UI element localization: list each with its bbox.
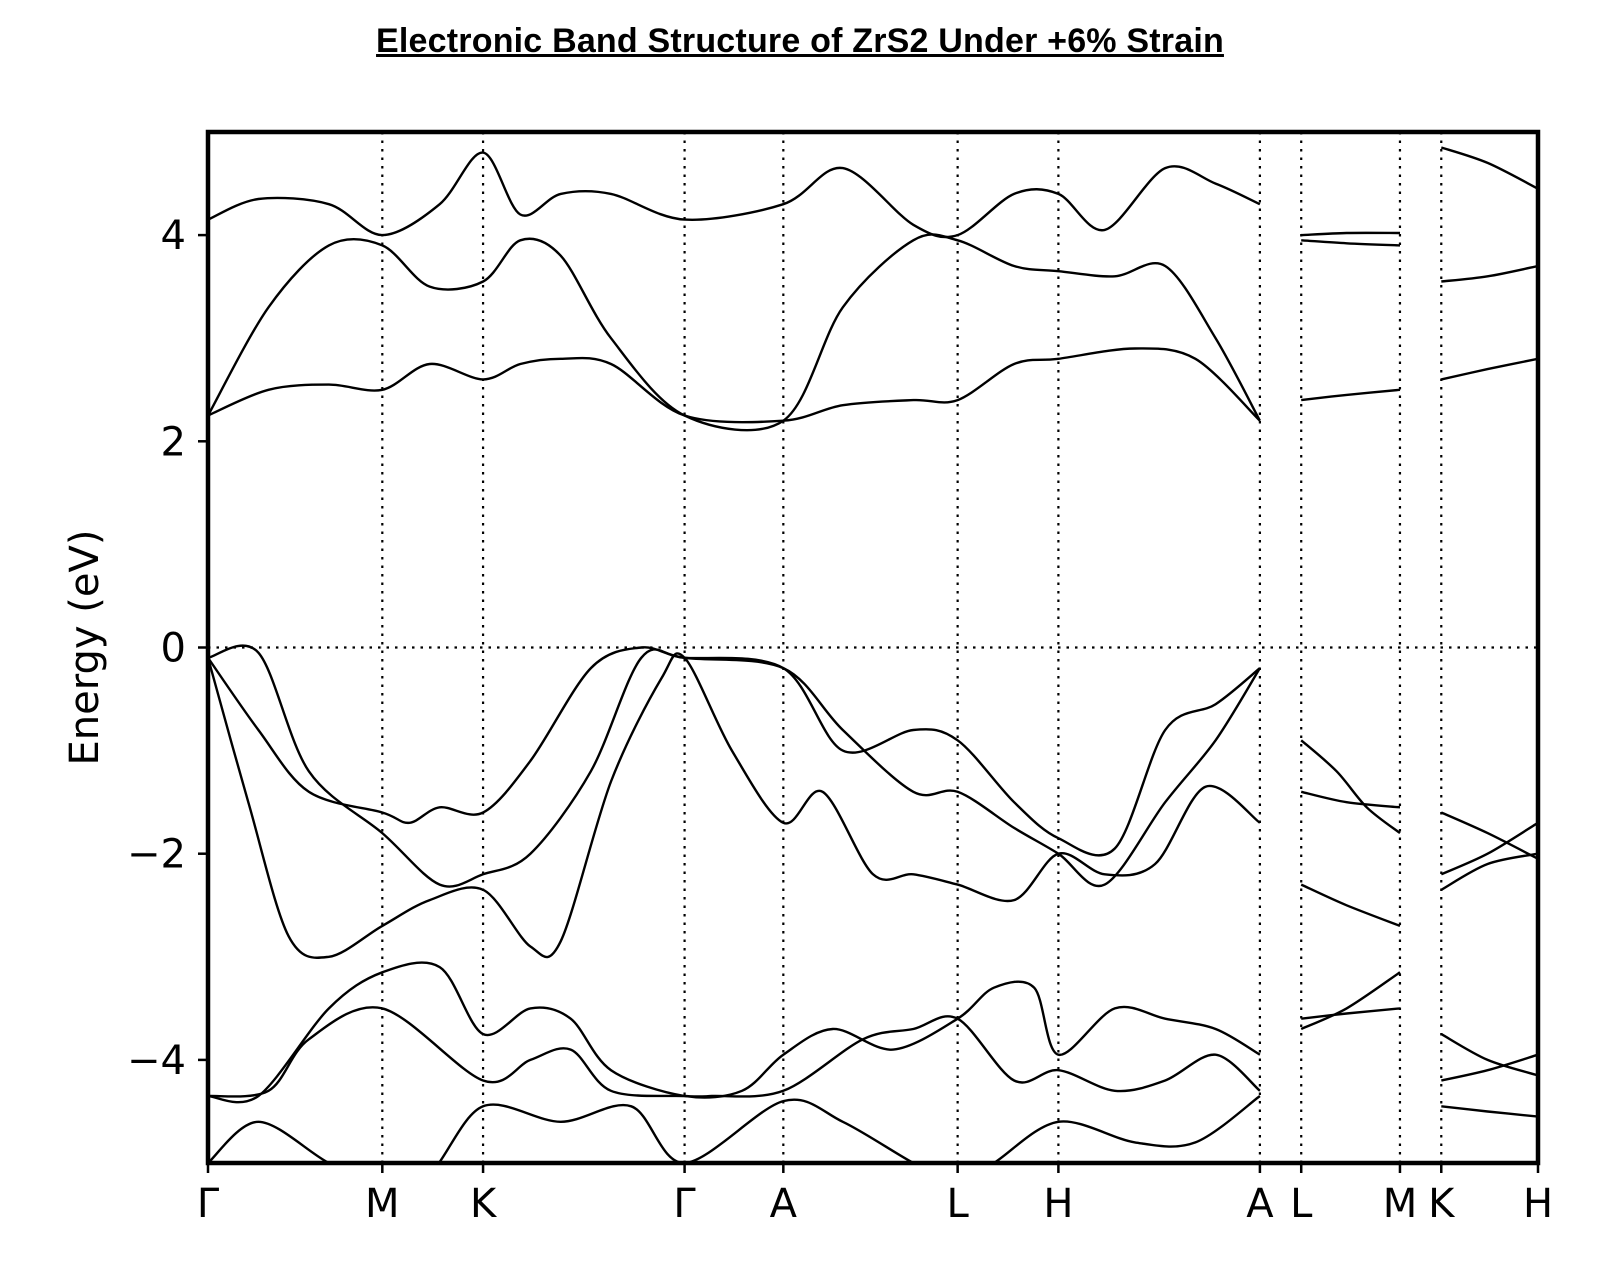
- x-tick-label: H: [1523, 1181, 1553, 1227]
- x-tick-label: Γ: [197, 1181, 220, 1227]
- band-line: [1300, 739, 1401, 835]
- y-tick-label: 0: [161, 626, 186, 672]
- band-line: [1300, 883, 1401, 928]
- band-line: [1440, 146, 1538, 190]
- band-line: [208, 644, 1261, 888]
- y-tick-label: −4: [127, 1038, 186, 1084]
- band-line: [1300, 790, 1401, 809]
- x-tick-label: M: [1383, 1181, 1418, 1227]
- band-line: [1301, 231, 1401, 237]
- y-axis-label: Energy (eV): [62, 530, 108, 766]
- band-line: [208, 151, 1261, 239]
- x-tick-label: A: [1246, 1181, 1274, 1227]
- band-line: [1441, 1053, 1538, 1082]
- band-line: [1440, 1033, 1538, 1077]
- band-line: [1440, 821, 1538, 876]
- band-line: [208, 961, 1261, 1104]
- x-tick-label: K: [470, 1181, 498, 1227]
- y-tick-label: 4: [161, 213, 186, 259]
- band-line: [1441, 1105, 1538, 1118]
- band-line: [1301, 1007, 1401, 1020]
- band-line: [208, 1095, 1261, 1163]
- x-tick-label: H: [1043, 1181, 1073, 1227]
- x-tick-label: L: [1290, 1181, 1313, 1227]
- band-line: [208, 1006, 1261, 1098]
- band-line: [1301, 239, 1401, 247]
- x-tick-label: Γ: [673, 1181, 696, 1227]
- band-line: [208, 233, 1261, 432]
- band-line: [208, 347, 1261, 424]
- y-tick-label: −2: [127, 832, 186, 878]
- band-line: [1301, 388, 1401, 402]
- y-tick-label: 2: [161, 419, 186, 465]
- chart-title: Electronic Band Structure of ZrS2 Under …: [376, 22, 1224, 60]
- band-line: [1440, 811, 1538, 860]
- band-line: [1441, 357, 1538, 381]
- x-tick-label: A: [770, 1181, 798, 1227]
- band-line: [1440, 852, 1538, 891]
- band-line: [1300, 971, 1401, 1031]
- x-tick-label: M: [365, 1181, 400, 1227]
- x-tick-label: K: [1428, 1181, 1456, 1227]
- x-tick-label: L: [946, 1181, 969, 1227]
- band-line: [208, 646, 1261, 888]
- band-line: [1441, 264, 1538, 283]
- band-line: [208, 652, 1261, 959]
